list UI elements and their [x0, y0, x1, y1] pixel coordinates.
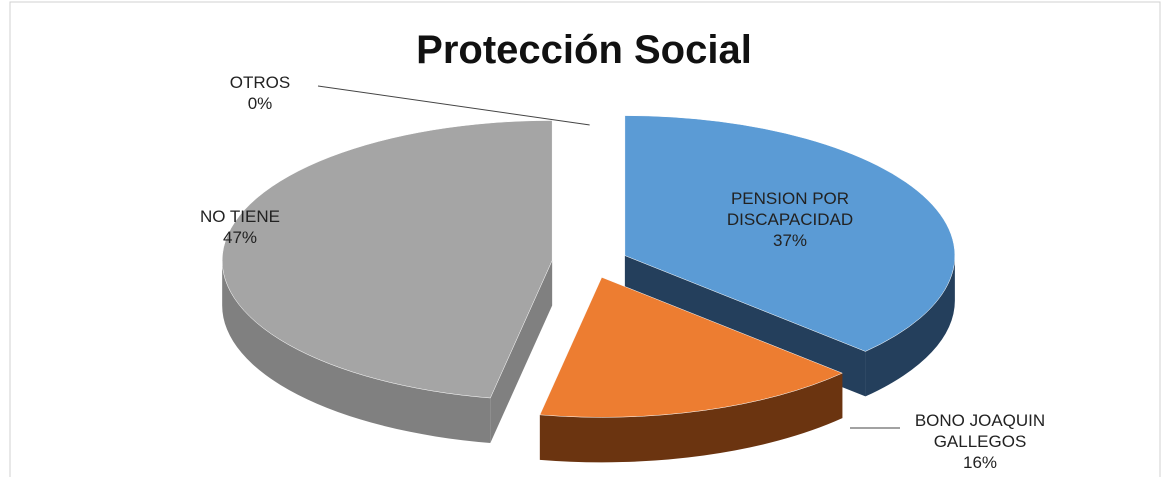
slice-side	[222, 260, 491, 444]
chart-title: Protección Social	[416, 28, 752, 72]
category-label: OTROS	[229, 73, 291, 92]
slice	[624, 115, 956, 352]
value-label: 0%	[247, 94, 273, 113]
slice	[221, 120, 553, 399]
value-label: 37%	[772, 231, 808, 250]
leader-line	[317, 85, 591, 126]
slice-label: OTROS 0%	[205, 72, 315, 114]
slice	[539, 277, 843, 418]
category-label: BONO JOAQUIN GALLEGOS	[914, 411, 1046, 451]
slice-label: NO TIENE 47%	[170, 206, 310, 248]
value-label: 47%	[222, 228, 258, 247]
category-label: PENSION POR DISCAPACIDAD	[726, 189, 854, 229]
value-label: 16%	[962, 453, 998, 472]
slice-side	[539, 373, 843, 463]
chart-frame	[9, 1, 1161, 477]
slice-label: PENSION POR DISCAPACIDAD 37%	[660, 188, 920, 251]
category-label: NO TIENE	[200, 207, 280, 226]
slice-wall	[490, 260, 553, 444]
slice-label: BONO JOAQUIN GALLEGOS 16%	[890, 410, 1070, 473]
